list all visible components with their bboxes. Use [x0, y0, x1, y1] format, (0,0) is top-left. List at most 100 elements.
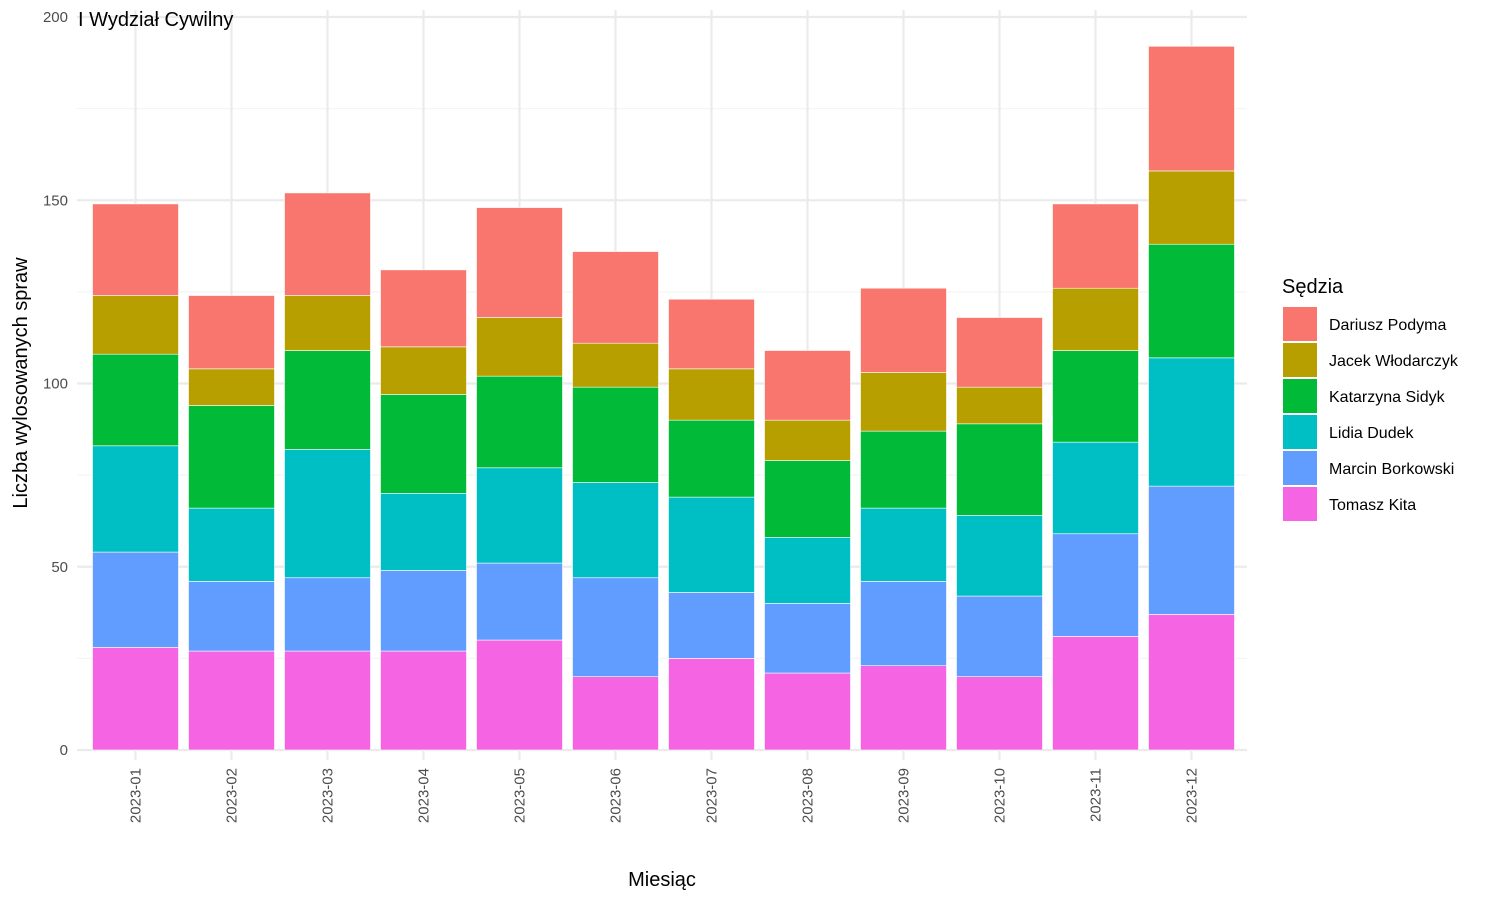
legend-label: Dariusz Podyma	[1329, 317, 1446, 334]
bar-segment	[380, 269, 467, 348]
x-tick-label: 2023-04	[416, 768, 433, 823]
bar-segment	[476, 375, 563, 469]
bar-segment	[188, 507, 275, 582]
x-tick-label: 2023-09	[896, 768, 913, 823]
bar-segment	[764, 419, 851, 461]
bar-segment	[668, 298, 755, 370]
bar-segment	[92, 647, 179, 751]
legend-label: Tomasz Kita	[1329, 497, 1416, 514]
x-axis-title: Miesiąc	[628, 869, 696, 891]
bar-segment	[92, 203, 179, 296]
bar-segment	[956, 317, 1043, 388]
legend-label: Marcin Borkowski	[1329, 461, 1454, 478]
bar-segment	[380, 394, 467, 494]
bar-segment	[764, 603, 851, 674]
bar-segment	[476, 639, 563, 751]
bar-segment	[956, 515, 1043, 597]
x-tick-label: 2023-03	[320, 768, 337, 823]
bar-segment	[572, 342, 659, 388]
bar-segment	[1052, 533, 1139, 637]
bar-segment	[380, 570, 467, 652]
bar-segment	[284, 192, 371, 296]
legend: Sędzia Dariusz Podyma Jacek Włodarczyk Kat…	[1282, 276, 1459, 521]
legend-label: Lidia Dudek	[1329, 425, 1415, 442]
bar-segment	[764, 672, 851, 751]
bar-segment	[1148, 170, 1235, 245]
legend-key	[1283, 307, 1317, 341]
bar-segment	[1052, 441, 1139, 535]
legend-label: Jacek Włodarczyk	[1329, 353, 1459, 370]
legend-key	[1283, 415, 1317, 449]
bars	[92, 46, 1235, 751]
bar-segment	[572, 577, 659, 677]
bar-segment	[860, 665, 947, 751]
y-tick-label: 150	[43, 192, 68, 209]
bar-segment	[572, 386, 659, 483]
bar-segment	[380, 650, 467, 751]
bar-segment	[572, 482, 659, 579]
bar-segment	[1148, 614, 1235, 751]
y-axis-ticks: 0 50 100 150 200	[43, 9, 68, 759]
bar-segment	[1148, 46, 1235, 172]
bar-segment	[92, 551, 179, 648]
bar-segment	[860, 372, 947, 432]
bar-segment	[572, 251, 659, 344]
bar-segment	[188, 650, 275, 751]
bar-segment	[284, 577, 371, 652]
bar-segment	[860, 507, 947, 582]
bar-segment	[956, 676, 1043, 751]
x-axis-ticks: 2023-01 2023-02 2023-03 2023-04 2023-05 2023-…	[128, 768, 1201, 823]
bar-segment	[92, 295, 179, 355]
x-tick-label: 2023-02	[224, 768, 241, 823]
x-tick-label: 2023-01	[128, 768, 145, 823]
bar-segment	[1148, 357, 1235, 487]
bar-segment	[284, 350, 371, 450]
bar-segment	[476, 562, 563, 641]
bar-segment	[860, 287, 947, 373]
bar-segment	[668, 658, 755, 751]
bar-segment	[1052, 350, 1139, 443]
x-tick-label: 2023-12	[1184, 768, 1201, 823]
bar-segment	[764, 537, 851, 604]
x-tick-label: 2023-07	[704, 768, 721, 823]
bar-segment	[188, 295, 275, 370]
bar-segment	[1052, 636, 1139, 751]
legend-key	[1283, 487, 1317, 521]
bar-segment	[764, 460, 851, 538]
y-tick-label: 0	[60, 742, 68, 759]
bar-segment	[668, 592, 755, 659]
bar-segment	[380, 346, 467, 395]
x-tick-label: 2023-05	[512, 768, 529, 823]
bar-segment	[476, 207, 563, 318]
bar-segment	[764, 350, 851, 421]
y-tick-label: 200	[43, 9, 68, 26]
bar-segment	[572, 676, 659, 751]
y-tick-label: 50	[51, 559, 68, 576]
x-tick-label: 2023-06	[608, 768, 625, 823]
bar-segment	[860, 581, 947, 667]
bar-segment	[284, 295, 371, 351]
bar-segment	[92, 353, 179, 447]
bar-segment	[92, 445, 179, 553]
bar-segment	[1148, 243, 1235, 359]
x-tick-label: 2023-10	[992, 768, 1009, 823]
x-tick-label: 2023-08	[800, 768, 817, 823]
bar-segment	[1052, 287, 1139, 351]
legend-key	[1283, 451, 1317, 485]
legend-key	[1283, 343, 1317, 377]
legend-label: Katarzyna Sidyk	[1329, 389, 1446, 406]
y-axis-title: Liczba wylosowanych spraw	[10, 257, 32, 509]
bar-segment	[860, 430, 947, 509]
bar-segment	[1148, 485, 1235, 615]
bar-segment	[188, 368, 275, 406]
bar-segment	[668, 419, 755, 498]
chart-title: I Wydział Cywilny	[78, 9, 233, 31]
bar-segment	[1052, 203, 1139, 289]
bar-segment	[956, 423, 1043, 516]
bar-segment	[284, 449, 371, 579]
bar-segment	[380, 493, 467, 571]
bar-segment	[476, 317, 563, 377]
legend-key	[1283, 379, 1317, 413]
bar-segment	[188, 405, 275, 509]
